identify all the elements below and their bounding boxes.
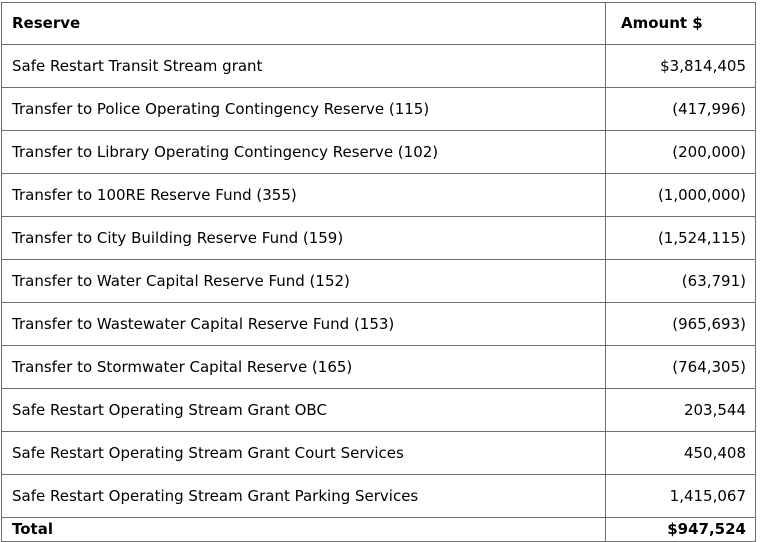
table-row: Safe Restart Operating Stream Grant Cour… (1, 431, 756, 475)
amount-cell: (417,996) (605, 87, 756, 131)
amount-cell: (200,000) (605, 130, 756, 174)
table-row: Safe Restart Operating Stream Grant Park… (1, 474, 756, 518)
table-row: Transfer to City Building Reserve Fund (… (1, 216, 756, 260)
total-label: Total (1, 517, 606, 542)
amount-cell: 1,415,067 (605, 474, 756, 518)
table-row: Transfer to 100RE Reserve Fund (355) (1,0… (1, 173, 756, 217)
table-row: Transfer to Stormwater Capital Reserve (… (1, 345, 756, 389)
column-header-amount: Amount $ (605, 2, 756, 45)
table-header-row: Reserve Amount $ (1, 2, 756, 45)
reserve-cell: Transfer to City Building Reserve Fund (… (1, 216, 606, 260)
amount-cell: (764,305) (605, 345, 756, 389)
total-row: Total $947,524 (1, 517, 756, 542)
table-row: Safe Restart Transit Stream grant $3,814,… (1, 44, 756, 88)
table-row: Transfer to Police Operating Contingency… (1, 87, 756, 131)
reserve-cell: Transfer to Wastewater Capital Reserve F… (1, 302, 606, 346)
reserve-cell: Safe Restart Operating Stream Grant Cour… (1, 431, 606, 475)
total-amount: $947,524 (605, 517, 756, 542)
table-row: Transfer to Water Capital Reserve Fund (… (1, 259, 756, 303)
amount-cell: 203,544 (605, 388, 756, 432)
amount-cell: (63,791) (605, 259, 756, 303)
table-row: Transfer to Wastewater Capital Reserve F… (1, 302, 756, 346)
reserve-cell: Transfer to 100RE Reserve Fund (355) (1, 173, 606, 217)
amount-cell: (965,693) (605, 302, 756, 346)
reserve-cell: Transfer to Police Operating Contingency… (1, 87, 606, 131)
table-row: Transfer to Library Operating Contingenc… (1, 130, 756, 174)
column-header-reserve: Reserve (1, 2, 606, 45)
reserve-cell: Safe Restart Operating Stream Grant Park… (1, 474, 606, 518)
amount-cell: $3,814,405 (605, 44, 756, 88)
amount-cell: (1,524,115) (605, 216, 756, 260)
reserve-cell: Transfer to Stormwater Capital Reserve (… (1, 345, 606, 389)
reserve-cell: Transfer to Library Operating Contingenc… (1, 130, 606, 174)
reserve-cell: Safe Restart Transit Stream grant (1, 44, 606, 88)
amount-cell: 450,408 (605, 431, 756, 475)
reserve-cell: Safe Restart Operating Stream Grant OBC (1, 388, 606, 432)
table-row: Safe Restart Operating Stream Grant OBC 2… (1, 388, 756, 432)
reserve-cell: Transfer to Water Capital Reserve Fund (… (1, 259, 606, 303)
amount-cell: (1,000,000) (605, 173, 756, 217)
